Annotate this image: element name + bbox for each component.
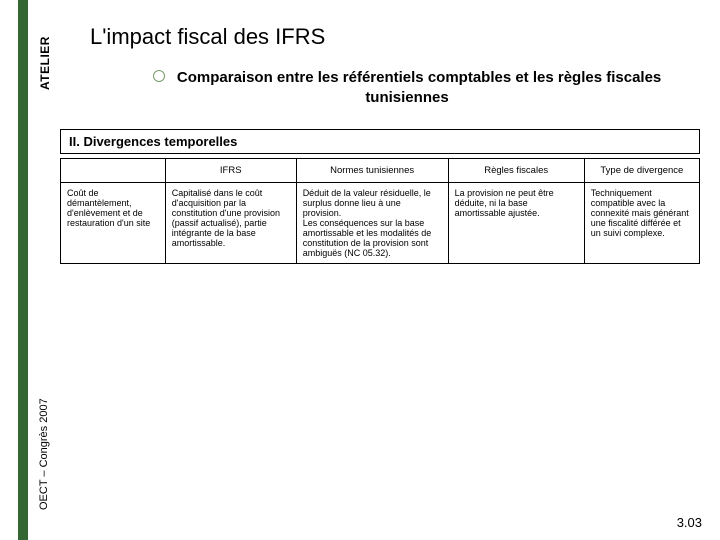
th-3: Règles fiscales [448, 159, 584, 183]
bullet-icon [153, 70, 165, 82]
main-content: L'impact fiscal des IFRS Comparaison ent… [90, 24, 700, 264]
accent-bar [18, 0, 28, 540]
th-4: Type de divergence [584, 159, 699, 183]
cell-0-3: La provision ne peut être déduite, ni la… [448, 183, 584, 264]
subtitle-row: Comparaison entre les référentiels compt… [90, 68, 700, 107]
table-row: Coût de démantèlement, d'enlèvement et d… [61, 183, 700, 264]
sidebar-label-bottom: OECT – Congrès 2007 [38, 398, 50, 510]
cell-0-0: Coût de démantèlement, d'enlèvement et d… [61, 183, 166, 264]
comparison-table: IFRS Normes tunisiennes Règles fiscales … [60, 158, 700, 264]
page-number: 3.03 [677, 515, 702, 530]
th-1: IFRS [165, 159, 296, 183]
th-2: Normes tunisiennes [296, 159, 448, 183]
cell-0-4: Techniquement compatible avec la connexi… [584, 183, 699, 264]
table-header-row: IFRS Normes tunisiennes Règles fiscales … [61, 159, 700, 183]
th-0 [61, 159, 166, 183]
page-title: L'impact fiscal des IFRS [90, 24, 700, 50]
sidebar-label-top: ATELIER [38, 36, 52, 90]
cell-0-1: Capitalisé dans le coût d'acquisition pa… [165, 183, 296, 264]
section-header: II. Divergences temporelles [60, 129, 700, 154]
subtitle-text: Comparaison entre les référentiels compt… [177, 69, 661, 106]
cell-0-2: Déduit de la valeur résiduelle, le surpl… [296, 183, 448, 264]
